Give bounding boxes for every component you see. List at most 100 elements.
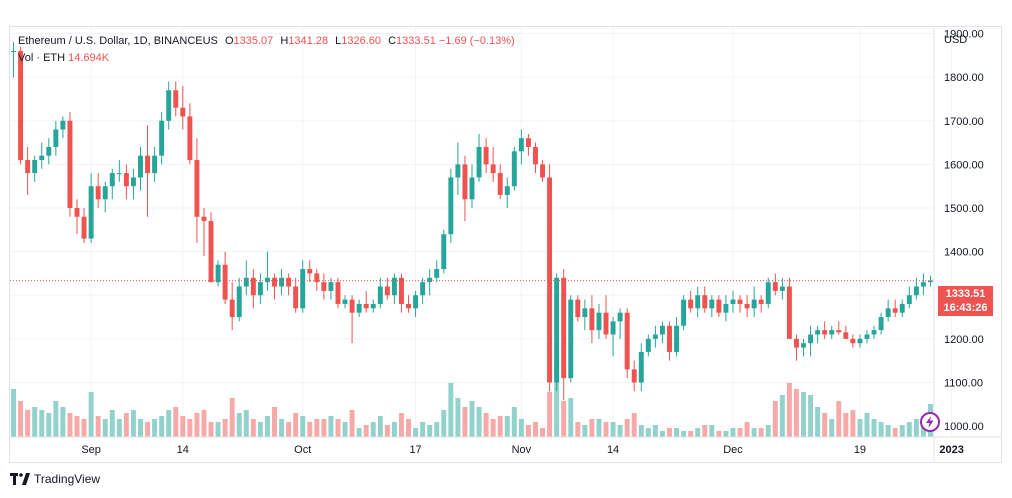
candle-body: [709, 299, 715, 309]
candle-body: [187, 116, 193, 161]
candle-body: [257, 282, 263, 296]
candle-body: [568, 299, 574, 379]
lightning-icon: [926, 416, 934, 428]
volume-bar: [737, 428, 743, 437]
candle-body: [102, 186, 108, 200]
candle-body: [356, 303, 362, 313]
volume-bar: [483, 413, 489, 437]
y-tick-label: 1200.00: [944, 334, 984, 346]
candle-body: [427, 277, 433, 283]
volume-bar: [681, 431, 687, 437]
volume-bar: [525, 425, 531, 437]
tradingview-logo[interactable]: TradingView: [10, 472, 100, 486]
candle-body: [18, 50, 24, 161]
volume-bar: [286, 422, 292, 437]
volume-bar: [53, 401, 59, 437]
candle-body: [377, 286, 383, 304]
candle-body: [857, 338, 863, 344]
volume-bar: [744, 422, 750, 437]
candle-body: [533, 146, 538, 165]
volume-bar: [123, 413, 129, 437]
volume-bars: [11, 362, 933, 437]
volume-legend: Vol · ETH 14.694K: [18, 52, 109, 64]
candle-body: [525, 138, 531, 147]
candle-body: [279, 277, 285, 287]
candle-body: [208, 221, 214, 283]
volume-bar: [152, 419, 158, 437]
x-tick-label: 14: [607, 444, 619, 456]
candle-body: [215, 264, 221, 283]
volume-bar: [815, 407, 821, 437]
candle-body: [173, 90, 179, 108]
volume-bar: [716, 431, 722, 437]
candle-body: [39, 155, 45, 161]
candle-body: [772, 282, 778, 291]
volume-bar: [504, 416, 510, 437]
candle-body: [406, 303, 411, 309]
candle-body: [801, 343, 806, 348]
volume-bar: [547, 392, 553, 437]
candle-body: [53, 129, 59, 147]
volume-bar: [624, 419, 630, 437]
volume-bar: [300, 416, 306, 437]
volume-bar: [589, 419, 595, 437]
volume-bar: [490, 419, 496, 437]
candle-body: [779, 286, 785, 291]
price-axis[interactable]: 1000.001100.001200.001300.001400.001500.…: [933, 27, 984, 463]
grid-lines: [10, 27, 953, 437]
candle-body: [765, 282, 771, 304]
volume-bar: [667, 428, 672, 437]
volume-bar: [906, 422, 912, 437]
candle-body: [744, 303, 750, 309]
candle-body: [667, 325, 672, 352]
time-axis[interactable]: Sep 14 Oct 17 Nov 14 Dec 19 2023: [10, 436, 1001, 456]
candle-body: [920, 282, 926, 287]
volume-bar: [765, 425, 771, 437]
volume-bar: [793, 389, 799, 437]
candle-body: [596, 312, 602, 331]
volume-bar: [377, 416, 383, 437]
volume-bar: [617, 425, 623, 437]
candle-body: [518, 138, 524, 152]
volume-bar: [194, 413, 200, 437]
candle-body: [159, 120, 165, 156]
candle-body: [123, 173, 129, 187]
volume-bar: [173, 407, 179, 437]
candle-body: [864, 334, 870, 339]
candle-body: [483, 146, 489, 165]
candle-body: [243, 277, 249, 287]
candle-body: [885, 308, 891, 318]
volume-bar: [250, 419, 256, 437]
candle-body: [793, 338, 799, 348]
candle-body: [335, 282, 341, 304]
candle-body: [286, 277, 292, 287]
volume-bar: [420, 422, 426, 437]
candle-body: [413, 295, 419, 309]
candle-body: [11, 50, 16, 52]
volume-bar: [95, 416, 101, 437]
volume-bar: [229, 398, 235, 437]
volume-bar: [829, 419, 835, 437]
volume-bar: [264, 416, 270, 437]
candle-body: [716, 299, 722, 313]
volume-bar: [384, 425, 390, 437]
candle-body: [490, 164, 496, 174]
candle-body: [659, 325, 665, 335]
x-tick-label: 19: [854, 444, 866, 456]
volume-bar: [603, 422, 609, 437]
low-label: L: [335, 35, 342, 47]
candle-body: [272, 277, 277, 287]
volume-bar: [130, 410, 136, 437]
candle-body: [631, 369, 637, 383]
candle-body: [222, 264, 228, 300]
volume-bar: [145, 422, 151, 437]
volume-bar: [257, 422, 263, 437]
currency-label: USD: [944, 34, 967, 46]
events-icon[interactable]: [920, 412, 940, 432]
candlestick-series: [11, 42, 933, 400]
candle-body: [610, 321, 616, 335]
candle-body: [723, 303, 729, 313]
candle-body: [462, 164, 468, 200]
volume-bar: [81, 419, 87, 437]
